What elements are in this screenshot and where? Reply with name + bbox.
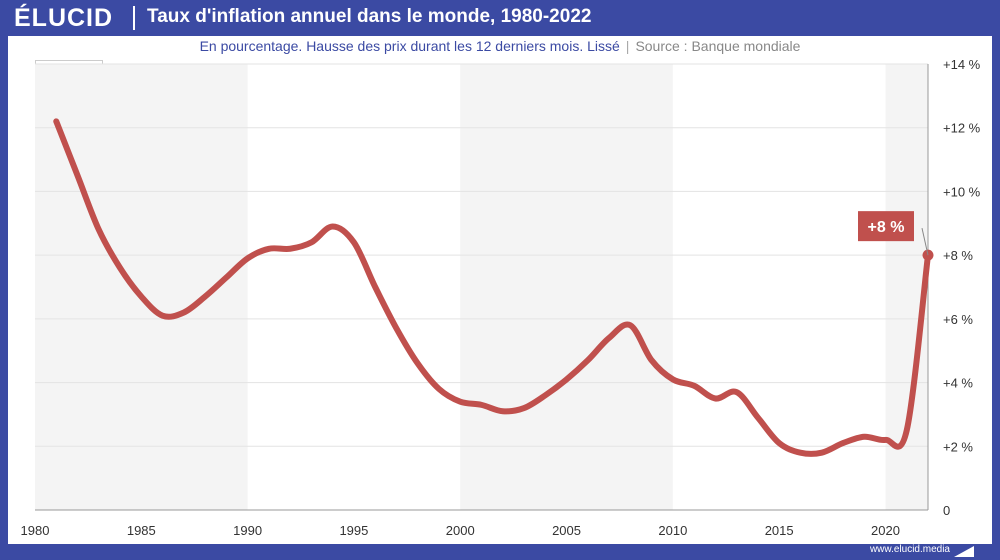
- x-tick-label: 1980: [21, 523, 50, 538]
- y-tick-label: +10 %: [943, 184, 981, 199]
- y-tick-label: +2 %: [943, 439, 973, 454]
- y-tick-label: +8 %: [943, 248, 973, 263]
- x-tick-label: 2015: [765, 523, 794, 538]
- header-bar: ÉLUCID Taux d'inflation annuel dans le m…: [0, 0, 1000, 36]
- elucid-mark-icon: [954, 546, 974, 557]
- elucid-logo[interactable]: ÉLUCID: [14, 3, 114, 32]
- subtitle-text: En pourcentage. Hausse des prix durant l…: [199, 38, 620, 54]
- footer-url[interactable]: www.elucid.media: [869, 544, 950, 555]
- x-tick-label: 2020: [871, 523, 900, 538]
- header-divider: [133, 6, 135, 30]
- x-tick-label: 1995: [339, 523, 368, 538]
- x-tick-label: 2005: [552, 523, 581, 538]
- y-tick-label: 0: [943, 503, 950, 518]
- chart-subtitle: En pourcentage. Hausse des prix durant l…: [0, 38, 1000, 54]
- inflation-series-line: [53, 118, 931, 457]
- y-tick-label: +6 %: [943, 312, 973, 327]
- annotation-box: [858, 211, 914, 242]
- x-tick-label: 1990: [233, 523, 262, 538]
- y-tick-label: +12 %: [943, 121, 981, 136]
- annotation-leader: [921, 228, 929, 256]
- x-tick-label: 2000: [446, 523, 475, 538]
- x-tick-label: 2010: [658, 523, 687, 538]
- x-tick-label: 1985: [127, 523, 156, 538]
- shaded-band: [460, 64, 673, 510]
- chart-title: Taux d'inflation annuel dans le monde, 1…: [147, 6, 592, 27]
- y-tick-label: +14 %: [943, 57, 981, 72]
- source-note: Source : Banque mondiale: [635, 38, 801, 54]
- y-tick-label: +4 %: [943, 376, 973, 391]
- annotation-label: +8 %: [868, 219, 905, 236]
- subtitle-separator: |: [625, 38, 630, 54]
